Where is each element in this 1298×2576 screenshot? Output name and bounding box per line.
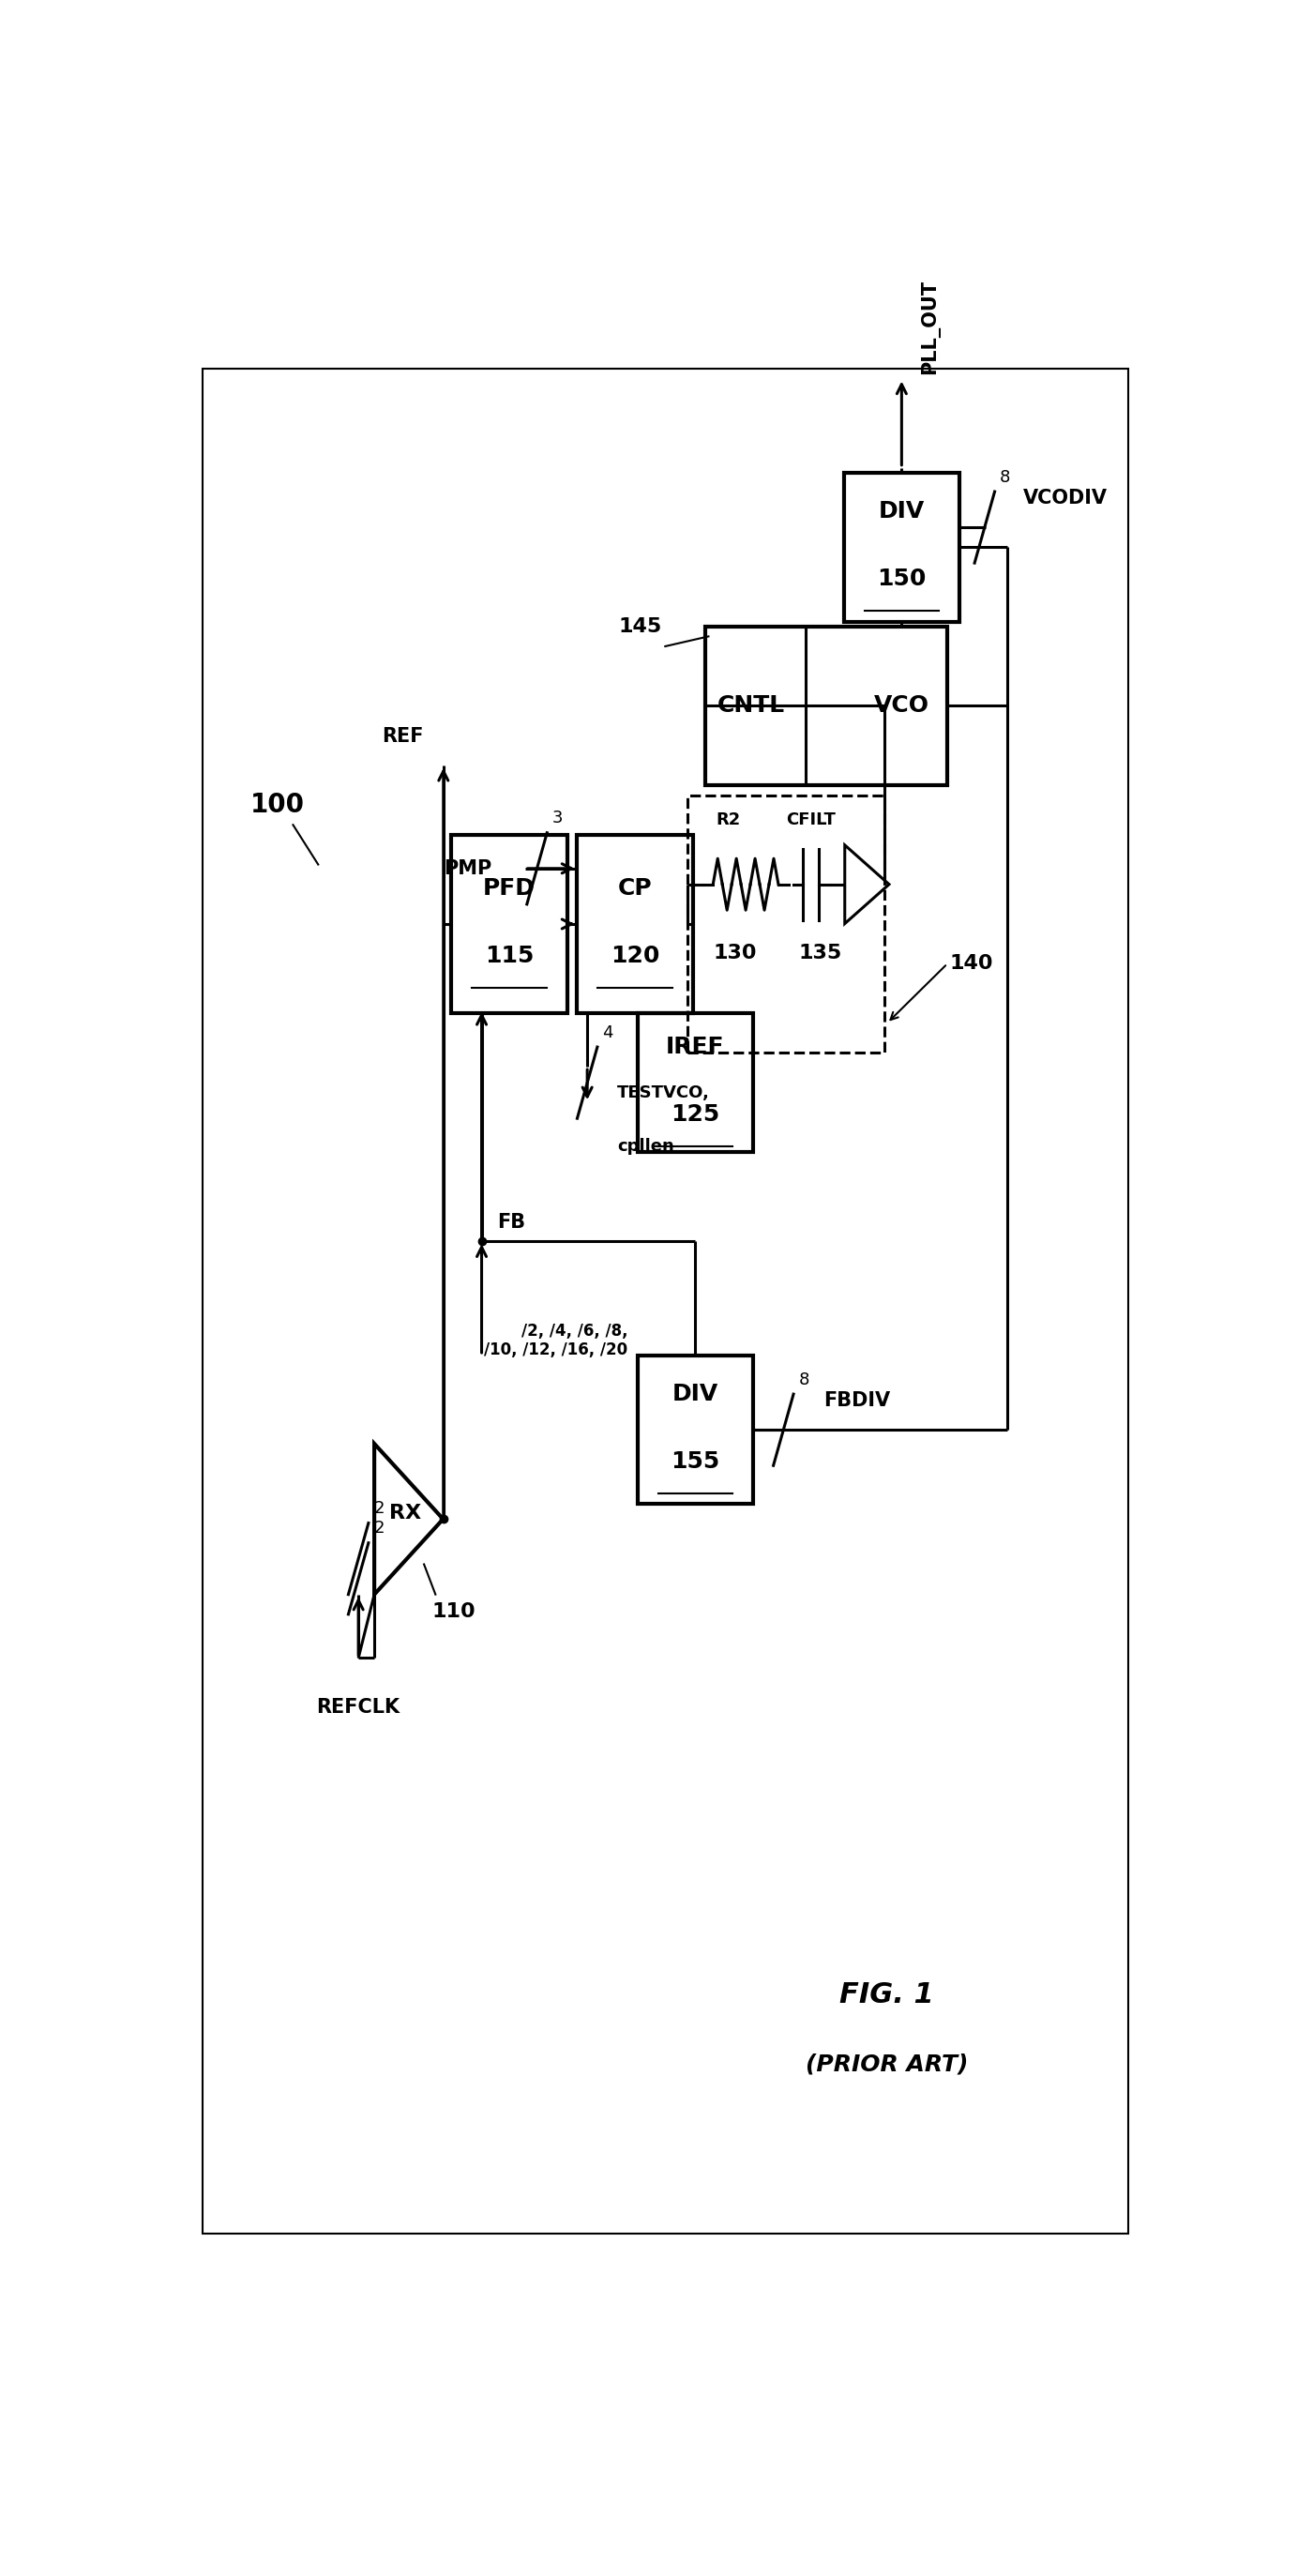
Text: TESTVCO,: TESTVCO, — [618, 1084, 710, 1100]
Text: FB: FB — [497, 1213, 524, 1231]
Text: 4: 4 — [602, 1025, 613, 1041]
Text: 150: 150 — [877, 567, 927, 590]
Text: cpllen: cpllen — [618, 1139, 675, 1154]
Text: 2: 2 — [374, 1499, 384, 1517]
Text: R2: R2 — [715, 811, 740, 829]
Text: VCO: VCO — [874, 696, 929, 716]
Bar — [688, 796, 884, 1054]
Text: 2: 2 — [374, 1520, 384, 1538]
Text: 8: 8 — [798, 1370, 809, 1388]
Text: 140: 140 — [949, 953, 993, 974]
Text: 3: 3 — [552, 809, 563, 827]
Text: 155: 155 — [671, 1450, 720, 1473]
Text: (PRIOR ART): (PRIOR ART) — [805, 2053, 968, 2076]
Text: 100: 100 — [251, 791, 305, 819]
Text: DIV: DIV — [672, 1383, 719, 1406]
Text: FIG. 1: FIG. 1 — [840, 1981, 933, 2009]
Text: 130: 130 — [713, 943, 757, 963]
Bar — [844, 474, 959, 621]
Text: PLL_OUT: PLL_OUT — [920, 281, 940, 374]
Text: CNTL: CNTL — [716, 696, 784, 716]
Text: VCODIV: VCODIV — [1023, 489, 1107, 507]
Text: 125: 125 — [671, 1103, 720, 1126]
Text: REF: REF — [382, 726, 423, 744]
Text: DIV: DIV — [879, 500, 924, 523]
Bar — [578, 835, 693, 1012]
Text: 110: 110 — [432, 1602, 475, 1620]
Text: IREF: IREF — [666, 1036, 724, 1059]
Text: FBDIV: FBDIV — [824, 1391, 890, 1409]
Bar — [637, 1012, 753, 1151]
Bar — [452, 835, 567, 1012]
Text: PFD: PFD — [483, 876, 536, 899]
Text: CP: CP — [618, 876, 652, 899]
Text: 8: 8 — [999, 469, 1010, 487]
Text: 135: 135 — [798, 943, 842, 963]
Text: PMP: PMP — [444, 858, 492, 878]
Text: CFILT: CFILT — [787, 811, 836, 829]
Text: 145: 145 — [618, 618, 662, 636]
Text: RX: RX — [389, 1504, 421, 1522]
Text: REFCLK: REFCLK — [317, 1698, 400, 1716]
Text: /2, /4, /6, /8,
/10, /12, /16, /20: /2, /4, /6, /8, /10, /12, /16, /20 — [484, 1321, 627, 1358]
Bar — [637, 1355, 753, 1504]
Text: 120: 120 — [610, 945, 659, 966]
Bar — [706, 626, 948, 786]
Text: 115: 115 — [484, 945, 533, 966]
